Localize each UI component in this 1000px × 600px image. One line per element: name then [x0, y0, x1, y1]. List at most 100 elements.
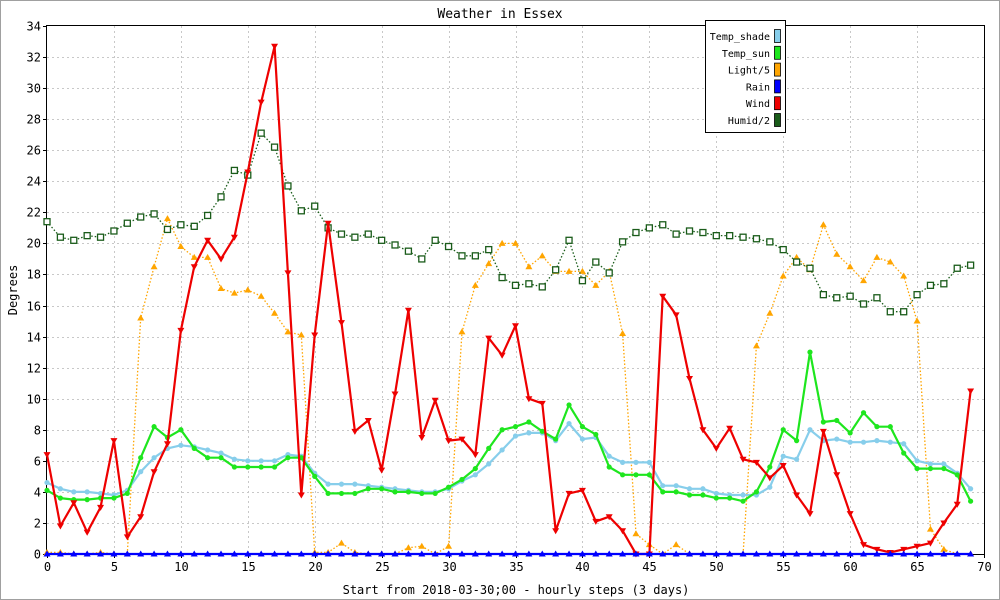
data-point-temp-sun [927, 465, 934, 472]
data-point-humid-2 [297, 207, 305, 215]
data-point-rain [833, 550, 841, 557]
data-point-temp-sun [512, 424, 519, 430]
data-point-temp-sun [405, 489, 412, 495]
data-point-temp-shade [151, 455, 157, 461]
data-point-temp-shade [740, 492, 746, 498]
y-tick-label: 18 [27, 268, 41, 282]
data-point-wind [70, 500, 78, 507]
y-tick-label: 2 [34, 517, 41, 531]
y-tick-label: 30 [27, 82, 41, 96]
data-point-humid-2 [900, 308, 908, 316]
data-point-wind [391, 391, 399, 398]
data-point-temp-sun [686, 492, 693, 498]
data-point-temp-shade [941, 461, 947, 467]
series-line-temp-shade [46, 422, 972, 497]
data-point-temp-sun [151, 424, 157, 430]
x-tick-label: 55 [776, 560, 790, 574]
data-point-rain [404, 550, 412, 557]
data-point-wind [204, 237, 212, 244]
x-tick-label: 50 [709, 560, 723, 574]
data-point-humid-2 [712, 231, 720, 240]
x-tick-label: 5 [111, 560, 118, 574]
data-point-light-5 [833, 250, 841, 257]
data-point-rain [123, 550, 131, 557]
data-point-temp-sun [941, 465, 947, 472]
data-point-humid-2 [96, 233, 105, 241]
data-point-humid-2 [391, 241, 399, 249]
data-point-temp-shade [874, 438, 880, 444]
data-point-temp-sun [901, 450, 907, 456]
data-point-temp-sun [767, 464, 773, 470]
data-point-humid-2 [792, 258, 801, 266]
data-point-wind [190, 264, 198, 271]
data-point-rain [659, 550, 667, 557]
data-point-rain [311, 550, 319, 557]
data-point-temp-shade [968, 486, 974, 492]
data-point-wind [699, 427, 707, 434]
data-point-light-5 [445, 542, 453, 549]
data-point-light-5 [779, 272, 787, 279]
data-point-temp-shade [258, 458, 264, 464]
data-point-humid-2 [83, 231, 91, 240]
legend-box [705, 20, 786, 133]
data-point-wind [445, 438, 453, 445]
data-point-temp-shade [472, 472, 478, 478]
data-point-temp-shade [178, 442, 184, 448]
x-tick-label: 25 [375, 560, 389, 574]
data-point-light-5 [150, 263, 158, 270]
x-tick-label: 65 [910, 560, 924, 574]
data-point-rain [712, 550, 720, 557]
data-point-temp-shade [218, 450, 224, 456]
data-point-temp-sun [566, 402, 572, 408]
data-point-humid-2 [43, 218, 51, 226]
data-point-wind [578, 487, 586, 494]
data-point-wind [779, 462, 787, 469]
data-point-humid-2 [806, 264, 814, 272]
data-point-wind [538, 400, 546, 407]
data-point-wind [378, 467, 386, 474]
data-point-temp-sun [44, 487, 50, 493]
data-point-temp-sun [392, 489, 398, 495]
series-line-temp-sun [46, 351, 972, 503]
data-point-wind [297, 492, 305, 499]
data-point-wind [337, 320, 345, 327]
data-point-light-5 [137, 314, 145, 321]
y-tick-label: 22 [27, 206, 41, 220]
data-point-temp-shade [271, 458, 278, 464]
data-point-humid-2 [284, 182, 292, 190]
data-point-humid-2 [739, 233, 747, 241]
data-point-temp-sun [258, 464, 264, 470]
data-point-humid-2 [552, 266, 560, 274]
data-point-humid-2 [203, 211, 212, 220]
data-point-wind [404, 307, 412, 314]
data-point-light-5 [244, 286, 252, 293]
data-point-rain [445, 550, 453, 557]
data-point-temp-shade [325, 481, 331, 487]
data-point-humid-2 [605, 269, 613, 277]
data-point-light-5 [337, 539, 345, 546]
data-point-light-5 [846, 263, 854, 270]
data-point-wind [552, 528, 560, 535]
data-point-humid-2 [230, 166, 239, 175]
data-point-rain [726, 550, 734, 557]
data-point-wind [311, 332, 319, 339]
data-point-temp-sun [874, 424, 880, 430]
data-point-wind [672, 312, 680, 319]
data-point-wind [271, 43, 279, 50]
data-point-wind [351, 428, 359, 435]
data-point-rain [592, 550, 600, 557]
data-point-rain [391, 550, 399, 557]
data-point-temp-sun [673, 489, 679, 495]
data-point-wind [56, 523, 64, 530]
x-tick-label: 60 [843, 560, 857, 574]
data-point-temp-sun [84, 497, 90, 503]
data-point-temp-shade [352, 481, 358, 487]
data-point-humid-2 [217, 193, 225, 201]
data-point-humid-2 [511, 281, 520, 289]
data-point-wind [846, 511, 854, 518]
data-point-temp-shade [914, 458, 920, 464]
data-point-temp-shade [606, 453, 612, 459]
y-tick-label: 34 [27, 20, 41, 34]
data-point-rain [686, 550, 694, 557]
data-point-light-5 [578, 267, 586, 274]
